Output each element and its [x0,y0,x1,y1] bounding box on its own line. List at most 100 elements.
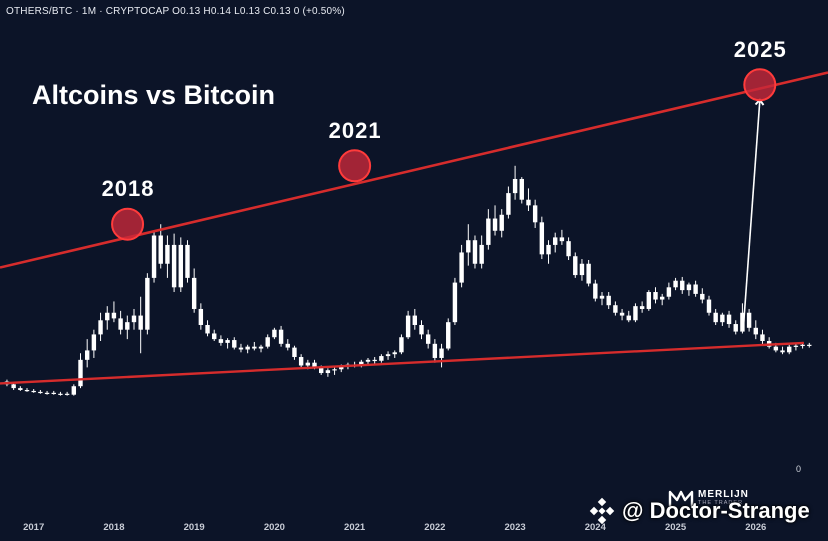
y-axis-zero-label: 0 [796,464,802,474]
candle-body [238,347,244,350]
candle [626,310,631,323]
candle [165,235,170,278]
candle-body [185,244,190,278]
lower-trendline [0,341,804,385]
candle-body [746,312,752,328]
candle [225,338,230,349]
candle-body [807,344,812,346]
candle [285,339,290,351]
candle [105,306,110,330]
x-tick-label: 2020 [263,522,285,533]
candle-body [44,392,50,395]
candle-body [626,315,631,321]
peak-marker-2021 [338,149,372,183]
candle [506,186,511,219]
candle-body [11,384,16,389]
candle-body [459,252,464,283]
candle-body [78,359,83,387]
candle-body [318,367,324,374]
candle [365,357,371,365]
candle-body [305,362,311,366]
candle [272,327,277,340]
candle [51,390,56,395]
candle [84,339,90,368]
candle [125,315,130,340]
candle-body [252,346,257,349]
candle [726,310,732,328]
candle-body [680,280,685,291]
candle [599,292,605,306]
candle-body [666,287,672,297]
candle-body [105,312,110,321]
candle-body [740,312,745,332]
candle-body [512,178,518,194]
candle [713,308,718,325]
candle-body [24,389,30,392]
candle [512,165,518,200]
candle-body [18,388,23,390]
candle-body [38,391,43,394]
logo-subtitle: THE TRADER [698,500,744,506]
candle [238,343,244,353]
candle [486,209,491,250]
candle [372,357,377,364]
candle-body [84,350,90,360]
candle [419,320,424,340]
candle-body [138,315,143,330]
candle-body [653,292,658,300]
candle [680,276,685,294]
candle-body [619,312,625,316]
candle-body [339,366,344,370]
candle-body [793,345,799,347]
candle [760,329,765,345]
candle [733,320,738,335]
candle-body [586,263,591,284]
candle-body [205,324,210,334]
logo-icon [668,490,694,506]
candle-body [573,256,578,276]
candle [31,389,36,393]
candle-body [285,343,290,348]
candle-body [606,295,611,306]
candle [11,383,16,390]
candle-body [191,277,197,309]
candle-body [519,178,524,200]
candle-body [405,315,411,338]
candle-body [165,244,170,264]
candle [58,391,63,396]
candle-body [332,369,337,371]
projection-arrow [742,98,765,323]
x-tick-label: 2021 [344,522,366,533]
candle-body [298,357,304,366]
candle [218,335,224,346]
candle-body [499,214,504,231]
candle-body [425,334,431,344]
watermark-text: @ Doctor-Strange [622,498,810,523]
candle-body [787,346,792,353]
candle [546,240,551,264]
x-tick-label: 2026 [745,522,767,533]
candle [405,310,411,340]
candle-body [472,240,478,264]
candle [452,277,458,325]
candle [399,334,404,355]
candle [258,344,264,353]
candle-body [613,305,618,313]
candle [539,216,545,260]
candle [666,282,672,300]
candle [158,224,163,269]
candle-body [546,244,551,255]
candle [138,296,143,354]
annotation-2025: 2025 [733,36,787,62]
candle-body [539,222,545,255]
candle-body [673,280,678,288]
candle [446,318,451,351]
candle [553,232,558,253]
candle-body [232,340,237,348]
candle [686,282,692,296]
candle [325,368,331,377]
x-tick-label: 2018 [103,522,125,533]
candle-body [566,241,571,257]
candle-body [646,292,652,309]
candle [298,354,304,368]
